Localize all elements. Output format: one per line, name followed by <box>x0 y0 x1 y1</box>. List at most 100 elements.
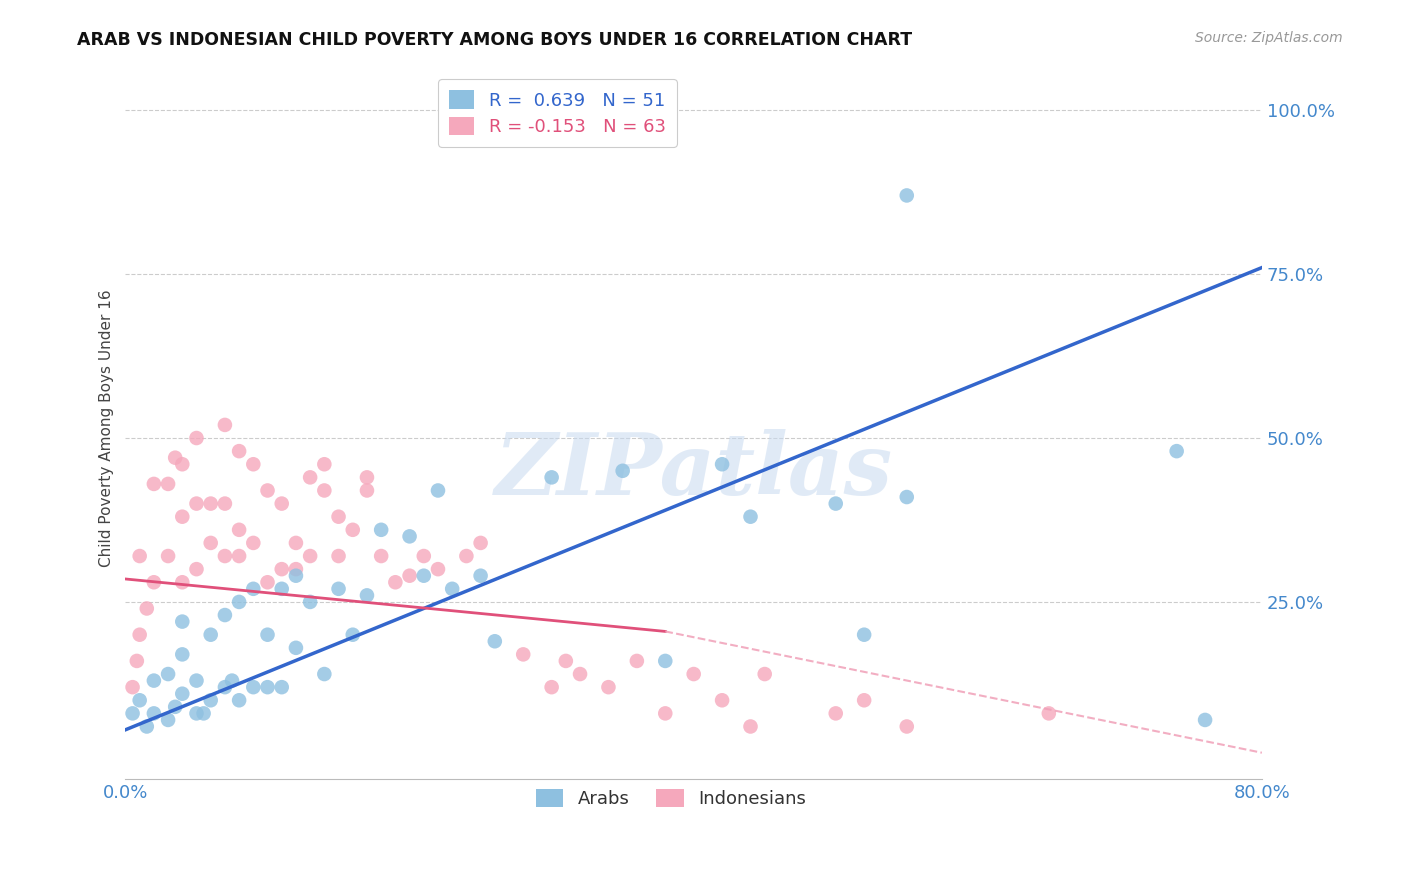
Point <box>157 477 180 491</box>
Point <box>342 628 364 642</box>
Point <box>214 680 236 694</box>
Point <box>228 693 250 707</box>
Point <box>896 188 918 202</box>
Point <box>228 444 250 458</box>
Point <box>157 549 180 563</box>
Point <box>711 693 734 707</box>
Point <box>228 523 250 537</box>
Point <box>356 470 378 484</box>
Point <box>412 568 434 582</box>
Point <box>214 417 236 432</box>
Point <box>128 549 150 563</box>
Point <box>654 654 676 668</box>
Point <box>654 706 676 721</box>
Point <box>165 699 187 714</box>
Point <box>256 575 278 590</box>
Point <box>328 509 350 524</box>
Point <box>612 464 634 478</box>
Point <box>626 654 648 668</box>
Point <box>370 549 392 563</box>
Point <box>242 536 264 550</box>
Y-axis label: Child Poverty Among Boys Under 16: Child Poverty Among Boys Under 16 <box>100 289 114 567</box>
Point <box>284 640 307 655</box>
Point <box>470 536 492 550</box>
Point <box>157 713 180 727</box>
Point <box>740 509 762 524</box>
Point <box>172 457 194 471</box>
Point <box>193 706 215 721</box>
Point <box>121 680 143 694</box>
Point <box>172 648 194 662</box>
Point <box>186 497 208 511</box>
Point <box>270 497 292 511</box>
Point <box>470 568 492 582</box>
Point <box>256 680 278 694</box>
Point <box>242 582 264 596</box>
Point <box>740 719 762 733</box>
Point <box>427 483 450 498</box>
Point <box>142 673 165 688</box>
Point <box>270 680 292 694</box>
Point <box>221 673 243 688</box>
Point <box>256 483 278 498</box>
Point <box>853 693 876 707</box>
Point <box>172 509 194 524</box>
Point <box>299 549 322 563</box>
Point <box>540 680 562 694</box>
Point <box>427 562 450 576</box>
Point <box>598 680 620 694</box>
Point <box>356 588 378 602</box>
Point <box>284 568 307 582</box>
Point <box>441 582 464 596</box>
Point <box>172 575 194 590</box>
Point <box>1194 713 1216 727</box>
Point <box>554 654 576 668</box>
Point <box>356 483 378 498</box>
Point <box>284 536 307 550</box>
Text: ARAB VS INDONESIAN CHILD POVERTY AMONG BOYS UNDER 16 CORRELATION CHART: ARAB VS INDONESIAN CHILD POVERTY AMONG B… <box>77 31 912 49</box>
Point <box>1038 706 1060 721</box>
Point <box>200 536 222 550</box>
Point <box>214 608 236 623</box>
Point <box>512 648 534 662</box>
Point <box>242 457 264 471</box>
Text: ZIPatlas: ZIPatlas <box>495 428 893 512</box>
Point <box>824 706 846 721</box>
Point <box>270 562 292 576</box>
Point <box>540 470 562 484</box>
Point <box>398 568 420 582</box>
Point <box>711 457 734 471</box>
Point <box>484 634 506 648</box>
Point <box>456 549 478 563</box>
Point <box>200 497 222 511</box>
Point <box>328 582 350 596</box>
Point <box>186 673 208 688</box>
Point <box>142 575 165 590</box>
Point <box>270 582 292 596</box>
Point <box>242 680 264 694</box>
Point <box>896 719 918 733</box>
Point <box>157 667 180 681</box>
Point <box>299 470 322 484</box>
Point <box>370 523 392 537</box>
Point <box>314 667 336 681</box>
Point <box>128 628 150 642</box>
Point <box>314 483 336 498</box>
Point <box>412 549 434 563</box>
Point <box>1166 444 1188 458</box>
Point <box>314 457 336 471</box>
Text: Source: ZipAtlas.com: Source: ZipAtlas.com <box>1195 31 1343 45</box>
Point <box>398 529 420 543</box>
Point <box>569 667 592 681</box>
Point <box>214 549 236 563</box>
Point <box>228 595 250 609</box>
Point <box>172 615 194 629</box>
Point <box>186 562 208 576</box>
Point <box>186 706 208 721</box>
Point <box>853 628 876 642</box>
Point <box>896 490 918 504</box>
Point <box>121 706 143 721</box>
Point <box>328 549 350 563</box>
Point <box>214 497 236 511</box>
Point <box>824 497 846 511</box>
